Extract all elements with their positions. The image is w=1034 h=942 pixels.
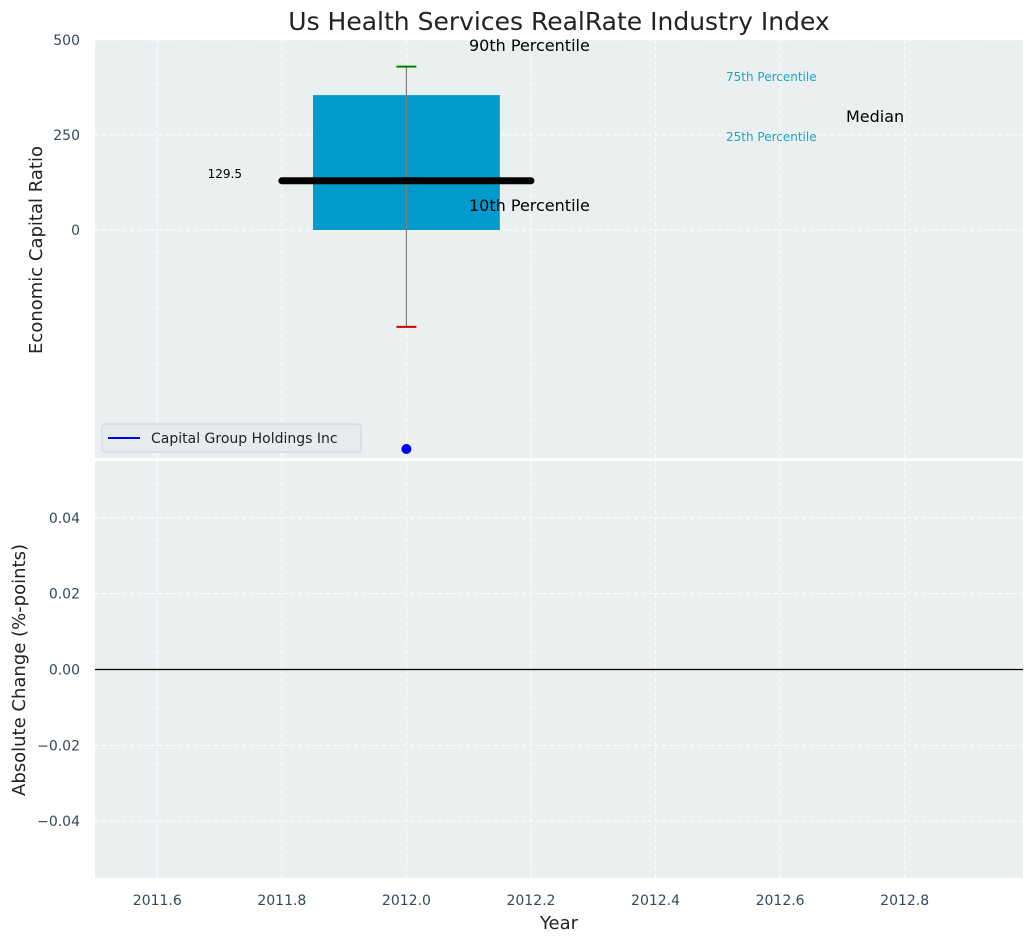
top-chart-panel: 500 250 0 129.5 90th Percentile 75th Percen…: [53, 33, 1023, 458]
top-y-tick-label: 250: [53, 128, 80, 144]
x-tick-label: 2012.4: [631, 893, 680, 909]
x-tick-label: 2012.8: [880, 893, 929, 909]
percentile-annotations: 90th Percentile 75th Percentile Median 25th…: [469, 36, 904, 215]
bottom-gridlines: [95, 461, 1023, 878]
top-y-tick-label: 500: [53, 33, 80, 49]
bottom-y-tick-label: −0.04: [37, 814, 80, 830]
p75-annotation: 75th Percentile: [726, 70, 817, 84]
x-tick-label: 2011.6: [133, 893, 182, 909]
legend: Capital Group Holdings Inc: [101, 423, 362, 453]
bottom-y-tick-label: −0.02: [37, 738, 80, 754]
p10-annotation: 10th Percentile: [469, 196, 590, 215]
top-y-axis-label: Economic Capital Ratio: [26, 146, 47, 354]
x-tick-labels: 2011.6 2011.8 2012.0 2012.2 2012.4 2012.6 2012…: [133, 893, 929, 909]
bottom-y-tick-labels: 0.04 0.02 0.00 −0.02 −0.04: [37, 511, 80, 830]
median-value-label: 129.5: [208, 167, 242, 181]
x-axis-label: Year: [539, 913, 579, 934]
legend-entry-label: Capital Group Holdings Inc: [151, 431, 338, 447]
company-point: [401, 444, 412, 454]
legend-box: [101, 423, 362, 453]
p90-annotation: 90th Percentile: [469, 36, 590, 55]
bottom-y-tick-label: 0.00: [49, 663, 80, 679]
median-annotation: Median: [846, 107, 904, 126]
bottom-y-tick-label: 0.04: [49, 511, 80, 527]
chart-title: Us Health Services RealRate Industry Ind…: [288, 7, 829, 36]
bottom-y-tick-label: 0.02: [49, 587, 80, 603]
top-gridlines: [95, 39, 1023, 458]
top-y-tick-labels: 500 250 0: [53, 33, 80, 239]
p25-annotation: 25th Percentile: [726, 130, 817, 144]
bottom-y-axis-label: Absolute Change (%-points): [9, 544, 30, 796]
x-tick-label: 2012.6: [756, 893, 805, 909]
x-tick-label: 2011.8: [257, 893, 306, 909]
x-tick-label: 2012.0: [382, 893, 431, 909]
top-chart-marks: 129.5: [208, 65, 535, 454]
top-plot-background: [95, 40, 1023, 458]
x-tick-label: 2012.2: [506, 893, 555, 909]
bottom-chart-panel: 0.04 0.02 0.00 −0.02 −0.04 2011.6 2011.8 2012.…: [37, 461, 1023, 909]
top-y-tick-label: 0: [71, 223, 80, 239]
